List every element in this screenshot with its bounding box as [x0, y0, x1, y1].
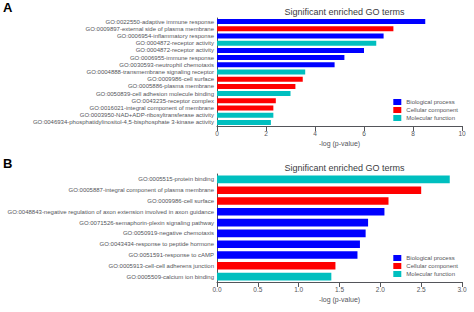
svg-text:0: 0	[215, 130, 219, 137]
svg-text:GO:0046934-phosphatidylinosito: GO:0046934-phosphatidylinositol-4,5-bisp…	[33, 119, 214, 125]
svg-text:GO:0004872-receptor activity: GO:0004872-receptor activity	[136, 40, 214, 46]
svg-text:Biological process: Biological process	[406, 255, 454, 261]
svg-text:GO:0050919-negative chemotaxis: GO:0050919-negative chemotaxis	[123, 230, 214, 236]
svg-text:GO:0071526-semaphorin-plexin s: GO:0071526-semaphorin-plexin signaling p…	[79, 220, 214, 226]
svg-text:2.0: 2.0	[376, 286, 385, 293]
svg-text:GO:0004872-receptor activity: GO:0004872-receptor activity	[136, 47, 214, 53]
svg-text:B: B	[3, 156, 12, 171]
svg-text:-log (p-value): -log (p-value)	[319, 296, 360, 304]
svg-text:GO:0006955-immune response: GO:0006955-immune response	[130, 55, 215, 61]
svg-text:GO:0009986-cell surface: GO:0009986-cell surface	[147, 198, 214, 204]
svg-text:GO:0022550-adaptive immune res: GO:0022550-adaptive immune response	[106, 19, 215, 25]
svg-text:Cellular component: Cellular component	[406, 107, 458, 113]
svg-text:GO:0009897-external side of pl: GO:0009897-external side of plasma membr…	[86, 26, 215, 32]
svg-text:0.5: 0.5	[253, 286, 262, 293]
svg-text:-log (p-value): -log (p-value)	[319, 140, 360, 148]
svg-text:GO:0005509-calcium ion binding: GO:0005509-calcium ion binding	[127, 274, 214, 280]
svg-text:GO:0043235-receptor complex: GO:0043235-receptor complex	[132, 98, 214, 104]
svg-text:GO:0016021-integral component: GO:0016021-integral component of membran…	[90, 105, 215, 111]
svg-text:GO:0004888-transmembrane signa: GO:0004888-transmembrane signaling recep…	[87, 69, 214, 75]
svg-text:GO:0051591-response to cAMP: GO:0051591-response to cAMP	[129, 252, 214, 258]
svg-text:1.5: 1.5	[335, 286, 344, 293]
svg-text:0.0: 0.0	[212, 286, 221, 293]
svg-text:2.5: 2.5	[417, 286, 426, 293]
svg-text:GO:0030593-neutrophil chemotax: GO:0030593-neutrophil chemotaxis	[119, 62, 214, 68]
svg-text:GO:0005515-protein binding: GO:0005515-protein binding	[138, 176, 214, 182]
svg-text:Cellular component: Cellular component	[406, 263, 458, 269]
svg-text:GO:0006954-inflammatory respon: GO:0006954-inflammatory response	[117, 33, 215, 39]
svg-text:GO:0005913-cell-cell adherens: GO:0005913-cell-cell adherens junction	[109, 263, 214, 269]
svg-text:10: 10	[458, 130, 466, 137]
svg-text:GO:0005887-integral component: GO:0005887-integral component of plasma …	[69, 187, 215, 193]
svg-text:GO:0048843-negative regulation: GO:0048843-negative regulation of axon e…	[8, 209, 215, 215]
svg-text:2: 2	[264, 130, 268, 137]
svg-text:GO:0003950-NAD+ADP-ribosyltran: GO:0003950-NAD+ADP-ribosyltransferase ac…	[80, 112, 214, 118]
svg-text:8: 8	[411, 130, 415, 137]
svg-text:Significant enriched GO terms: Significant enriched GO terms	[284, 163, 405, 173]
svg-text:6: 6	[362, 130, 366, 137]
svg-text:1.0: 1.0	[294, 286, 303, 293]
svg-text:GO:0009986-cell surface: GO:0009986-cell surface	[147, 76, 214, 82]
svg-text:3.0: 3.0	[457, 286, 466, 293]
svg-text:GO:0043434-response to peptide: GO:0043434-response to peptide hormone	[100, 241, 215, 247]
svg-text:Significant enriched GO terms: Significant enriched GO terms	[284, 7, 405, 17]
svg-text:GO:0050839-cell adhesion molec: GO:0050839-cell adhesion molecule bindin…	[96, 91, 214, 97]
svg-text:Molecular function: Molecular function	[406, 271, 455, 277]
svg-text:A: A	[3, 0, 13, 15]
svg-text:4: 4	[313, 130, 317, 137]
svg-text:Molecular function: Molecular function	[406, 115, 455, 121]
svg-text:Biological process: Biological process	[406, 99, 454, 105]
svg-text:GO:0005886-plasma membrane: GO:0005886-plasma membrane	[128, 83, 215, 89]
